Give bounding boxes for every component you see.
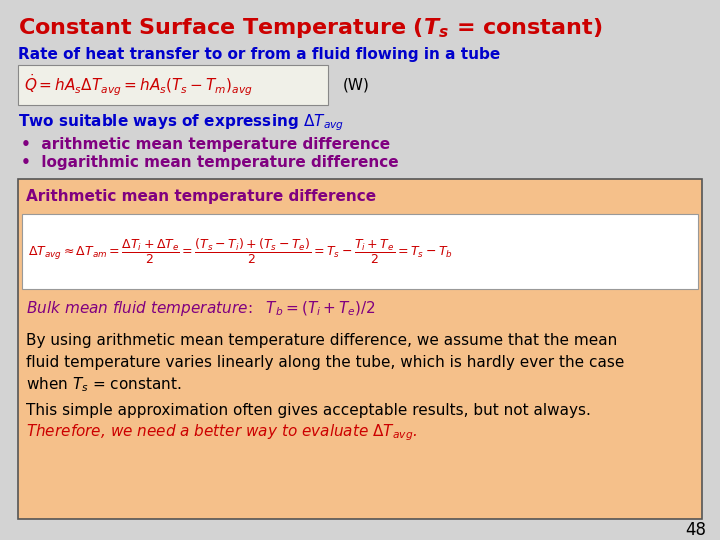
FancyBboxPatch shape [18,179,702,519]
Text: $\it{Bulk\ mean\ fluid\ temperature\!:}$  $\mathit{T_b = (T_i + T_e)/2}$: $\it{Bulk\ mean\ fluid\ temperature\!:}$… [26,300,376,319]
Text: $\dot{Q} = hA_s\Delta T_{avg} = hA_s(T_s - T_m)_{avg}$: $\dot{Q} = hA_s\Delta T_{avg} = hA_s(T_s… [24,72,253,98]
Text: This simple approximation often gives acceptable results, but not always.: This simple approximation often gives ac… [26,403,591,418]
Text: •  logarithmic mean temperature difference: • logarithmic mean temperature differenc… [21,156,399,171]
Text: Constant Surface Temperature ($\bfit{T}_s$ = constant): Constant Surface Temperature ($\bfit{T}_… [18,16,603,40]
Text: By using arithmetic mean temperature difference, we assume that the mean: By using arithmetic mean temperature dif… [26,334,617,348]
Text: Rate of heat transfer to or from a fluid flowing in a tube: Rate of heat transfer to or from a fluid… [18,48,500,63]
Text: $\Delta T_{avg} \approx \Delta T_{am} = \dfrac{\Delta T_i + \Delta T_e}{2} = \df: $\Delta T_{avg} \approx \Delta T_{am} = … [28,237,453,266]
Text: (W): (W) [343,78,370,92]
FancyBboxPatch shape [22,214,698,289]
Text: •  arithmetic mean temperature difference: • arithmetic mean temperature difference [21,137,390,152]
FancyBboxPatch shape [18,65,328,105]
Text: Two suitable ways of expressing $\Delta T_{avg}$: Two suitable ways of expressing $\Delta … [18,113,344,133]
Text: fluid temperature varies linearly along the tube, which is hardly ever the case: fluid temperature varies linearly along … [26,355,624,370]
Text: Arithmetic mean temperature difference: Arithmetic mean temperature difference [26,190,376,205]
Text: when $T_s$ = constant.: when $T_s$ = constant. [26,376,181,394]
Text: 48: 48 [685,521,706,539]
Text: Therefore, we need a better way to evaluate $\Delta T_{avg}$.: Therefore, we need a better way to evalu… [26,423,417,443]
